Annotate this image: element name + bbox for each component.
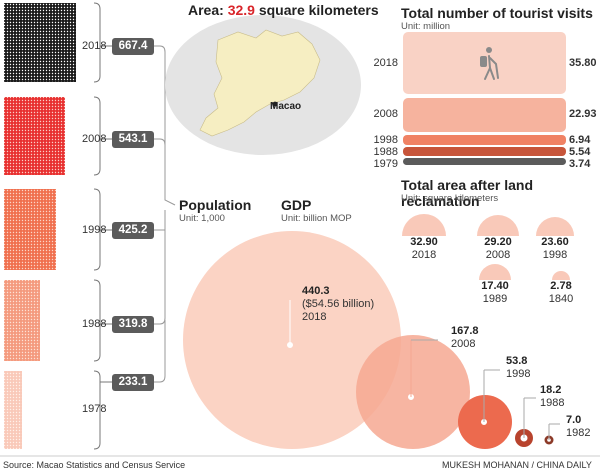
recl-year-1840: 1840 [548, 293, 574, 305]
recl-1998 [536, 217, 574, 236]
pop-year-1988: 1988 [82, 318, 107, 330]
gdp-title: GDP [281, 197, 312, 213]
pop-value-1978: 233.1 [112, 374, 154, 391]
footer-credit: MUKESH MOHANAN / CHINA DAILY [442, 460, 592, 470]
tourism-value-1998: 6.94 [569, 134, 591, 146]
gdp-unit: Unit: billion MOP [281, 213, 352, 224]
gdp-year-1982: 1982 [566, 427, 591, 439]
tourism-year-1998: 1998 [373, 134, 398, 146]
gdp-value-1988: 18.2 [540, 384, 562, 396]
recl-value-1840: 2.78 [550, 280, 572, 292]
map-macao-label: Macao [270, 101, 302, 112]
gdp-leaders [287, 300, 560, 440]
tourism-year-2018: 2018 [373, 57, 398, 69]
pop-square-2008 [4, 97, 65, 175]
gdp-label-1988: 18.2 1988 [540, 384, 564, 410]
recl-1840 [552, 271, 570, 280]
recl-value-1998: 23.60 [541, 236, 569, 248]
tourism-bar-1979 [403, 158, 566, 165]
pop-year-1978: 1978 [82, 403, 107, 415]
pop-square-1998 [4, 189, 56, 270]
tourism-year-2008: 2008 [373, 108, 398, 120]
pop-year-2018: 2018 [82, 40, 107, 52]
population-unit: Unit: 1,000 [179, 213, 225, 224]
recl-1989 [479, 264, 511, 280]
gdp-circles [183, 231, 554, 449]
pop-year-2008: 2008 [82, 133, 107, 145]
reclamation-unit: Unit: square kilometers [401, 193, 499, 204]
gdp-value-2008: 167.8 [451, 325, 479, 337]
tourism-value-1979: 3.74 [569, 158, 591, 170]
tourism-bar-1988 [403, 147, 566, 156]
recl-2018 [402, 214, 446, 236]
reclamation-semicircles [402, 214, 574, 280]
recl-year-2008: 2008 [485, 249, 511, 261]
recl-value-2018: 32.90 [410, 236, 438, 248]
gdp-value-1982: 7.0 [566, 414, 582, 426]
pop-value-1998: 425.2 [112, 222, 154, 239]
tourist-hiker-icon [480, 47, 499, 80]
tourism-value-2018: 35.80 [569, 57, 597, 69]
area-label: Area: [188, 2, 224, 18]
gdp-label-2018: 440.3 ($54.56 billion) 2018 [302, 285, 374, 324]
pop-square-1988 [4, 280, 40, 361]
tourism-bar-1998 [403, 135, 566, 145]
recl-year-1998: 1998 [542, 249, 568, 261]
gdp-year-2018: 2018 [302, 311, 327, 323]
pop-value-2008: 543.1 [112, 131, 154, 148]
pop-value-1988: 319.8 [112, 316, 154, 333]
gdp-circle-2018 [183, 231, 401, 449]
gdp-circle-2008 [356, 335, 470, 449]
tourism-title: Total number of tourist visits [401, 5, 593, 21]
tourism-bars [403, 32, 566, 165]
recl-value-2008: 29.20 [484, 236, 512, 248]
pop-value-2018: 667.4 [112, 38, 154, 55]
area-unit: square kilometers [258, 2, 379, 18]
area-header: Area: 32.9 square kilometers [188, 2, 379, 18]
gdp-year-2008: 2008 [451, 338, 476, 350]
gdp-label-1998: 53.8 1998 [506, 355, 530, 381]
pop-connectors [154, 45, 176, 383]
recl-value-1989: 17.40 [481, 280, 509, 292]
pop-year-1998: 1998 [82, 224, 107, 236]
tourism-year-1988: 1988 [373, 146, 398, 158]
tourism-value-2008: 22.93 [569, 108, 597, 120]
gdp-label-2008: 167.8 2008 [451, 325, 479, 351]
pop-brackets [93, 2, 112, 450]
population-title: Population [179, 197, 252, 213]
gdp-value-1998: 53.8 [506, 355, 528, 367]
recl-2008 [477, 215, 519, 236]
pop-square-2018 [4, 3, 76, 82]
tourism-bar-2008 [403, 98, 566, 132]
tourism-unit: Unit: million [401, 21, 451, 32]
map [165, 15, 361, 155]
gdp-label-1982: 7.0 1982 [566, 414, 590, 440]
gdp-year-1988: 1988 [540, 397, 565, 409]
tourism-year-1979: 1979 [373, 158, 398, 170]
recl-year-1989: 1989 [482, 293, 508, 305]
pop-square-1978 [4, 371, 22, 449]
tourism-value-1988: 5.54 [569, 146, 591, 158]
recl-year-2018: 2018 [411, 249, 437, 261]
area-value: 32.9 [227, 2, 255, 18]
gdp-note-2018: ($54.56 billion) [302, 298, 375, 310]
gdp-year-1998: 1998 [506, 368, 531, 380]
reclamation-title: Total area after land reclamation [401, 177, 534, 209]
footer-source: Source: Macao Statistics and Census Serv… [3, 460, 186, 470]
gdp-value-2018: 440.3 [302, 285, 330, 297]
